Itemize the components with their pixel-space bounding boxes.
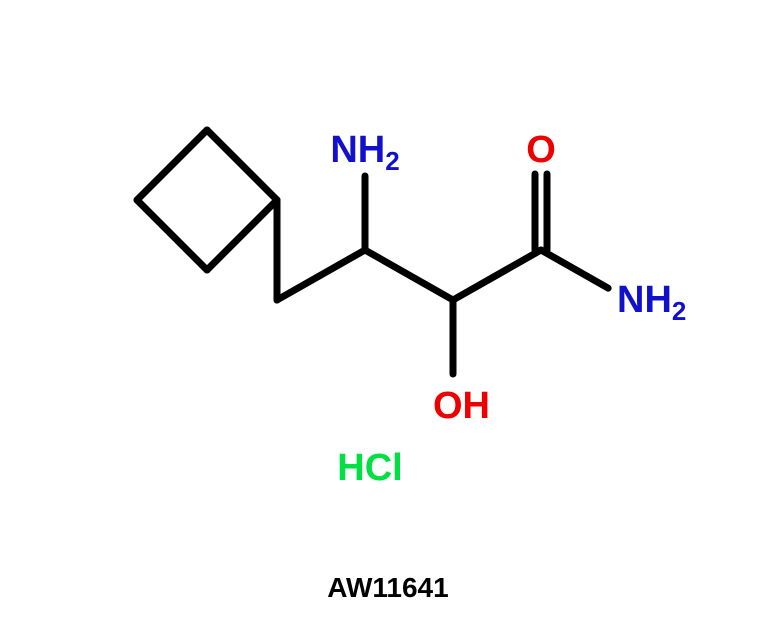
molecule-drawing: NH2 OH O NH2 HCl [0,0,776,631]
compound-id-label: AW11641 [0,572,776,604]
atom-label-o_dbl: O [526,129,556,171]
atom-label-o_oh: OH [433,385,490,427]
atom-label-n_nh2: NH2 [330,129,399,176]
hcl-label: HCl [337,447,402,489]
atom-label-n_amide: NH2 [617,279,686,326]
